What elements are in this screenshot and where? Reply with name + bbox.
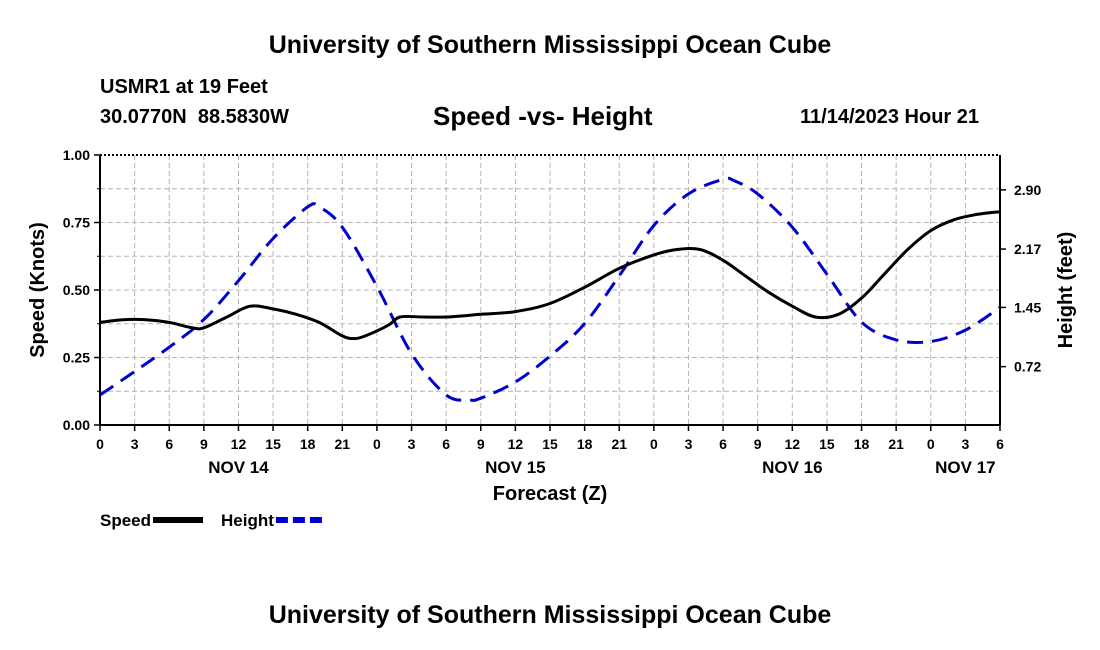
y-tick-label: 0.75 — [63, 215, 90, 231]
x-tick-label: 12 — [508, 436, 524, 452]
y2-axis-title: Height (feet) — [1055, 232, 1077, 349]
chart-title-top: University of Southern Mississippi Ocean… — [268, 31, 832, 59]
x-tick-label: 21 — [335, 436, 351, 452]
x-tick-label: 6 — [719, 436, 727, 452]
x-tick-label: 15 — [265, 436, 281, 452]
y-tick-label: 0.25 — [63, 350, 90, 366]
datetime-label: 11/14/2023 Hour 21 — [800, 106, 980, 128]
series-line-height — [100, 176, 1000, 402]
grid-lines — [100, 155, 1000, 425]
x-tick-label: 18 — [300, 436, 316, 452]
x-tick-label: 6 — [442, 436, 450, 452]
day-label: NOV 15 — [485, 458, 545, 477]
x-tick-label: 0 — [650, 436, 658, 452]
axes — [94, 154, 1006, 431]
y2-tick-label: 2.90 — [1014, 182, 1041, 198]
x-tick-label: 0 — [927, 436, 935, 452]
x-axis-title: Forecast (Z) — [493, 483, 607, 505]
y2-tick-label: 1.45 — [1014, 299, 1041, 315]
legend-label-height: Height — [221, 511, 274, 530]
y-tick-label: 0.50 — [63, 282, 90, 298]
chart-title-bottom: University of Southern Mississippi Ocean… — [268, 601, 832, 629]
x-tick-label: 12 — [231, 436, 247, 452]
legend-label-speed: Speed — [100, 511, 151, 530]
x-tick-label: 12 — [785, 436, 801, 452]
legend: Speed Height — [100, 511, 326, 530]
x-tick-label: 9 — [200, 436, 208, 452]
x-tick-label: 21 — [611, 436, 627, 452]
x-tick-label: 18 — [577, 436, 593, 452]
x-tick-label: 9 — [754, 436, 762, 452]
x-tick-label: 3 — [961, 436, 969, 452]
x-tick-label: 15 — [542, 436, 558, 452]
x-tick-label: 6 — [165, 436, 173, 452]
y-axis-title: Speed (Knots) — [27, 222, 49, 358]
x-tick-label: 3 — [685, 436, 693, 452]
y-tick-label: 0.00 — [63, 417, 90, 433]
x-tick-label: 3 — [131, 436, 139, 452]
day-label: NOV 16 — [762, 458, 822, 477]
x-tick-label: 0 — [373, 436, 381, 452]
y2-tick-label: 2.17 — [1014, 241, 1041, 257]
x-tick-label: 6 — [996, 436, 1004, 452]
axis-labels: 0 3 6 9 12 15 18 21 0 3 6 9 12 15 18 21 0 3 6 9 12 15 18 21 0 3 6 0… — [27, 147, 1077, 505]
x-tick-label: 3 — [408, 436, 416, 452]
y-tick-label: 1.00 — [63, 147, 90, 163]
day-label: NOV 14 — [208, 458, 269, 477]
series-group — [100, 176, 1000, 402]
x-tick-label: 21 — [888, 436, 904, 452]
station-label: USMR1 at 19 Feet — [100, 76, 268, 98]
x-tick-label: 15 — [819, 436, 835, 452]
day-label: NOV 17 — [935, 458, 995, 477]
x-tick-label: 9 — [477, 436, 485, 452]
series-line-speed — [100, 210, 1000, 341]
coordinates-label: 30.0770N 88.5830W — [100, 106, 290, 128]
y2-tick-label: 0.72 — [1014, 359, 1041, 375]
x-tick-label: 18 — [854, 436, 870, 452]
x-tick-label: 0 — [96, 436, 104, 452]
chart-subtitle: Speed -vs- Height — [433, 101, 653, 131]
